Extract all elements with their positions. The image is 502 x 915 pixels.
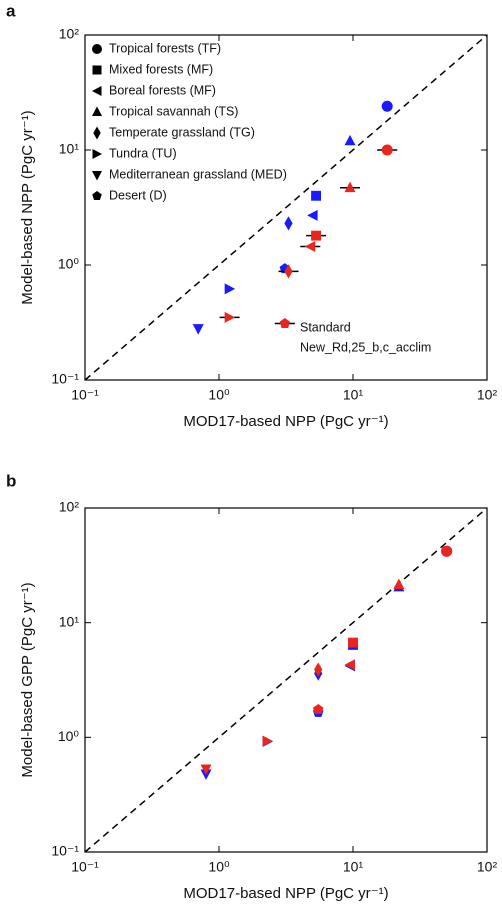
point (278, 264, 299, 279)
legend-marker (93, 126, 101, 140)
point-marker (381, 100, 393, 112)
point (377, 144, 398, 156)
point-marker (307, 209, 318, 221)
point-marker (393, 578, 405, 589)
point (340, 181, 361, 193)
point-marker (224, 283, 236, 295)
y-tick-label: 10⁰ (58, 728, 80, 744)
y-tick-label: 10⁻¹ (51, 371, 79, 387)
point (381, 100, 393, 112)
y-tick-label: 10¹ (59, 613, 80, 629)
y-tick-label: 10⁰ (58, 256, 80, 272)
x-tick-label: 10⁻¹ (71, 859, 99, 875)
legend-label: Tropical savannah (TS) (109, 104, 238, 118)
legend-marker (92, 44, 102, 54)
point-marker (344, 659, 355, 671)
legend-marker (92, 191, 102, 201)
point (441, 545, 453, 557)
point (192, 324, 204, 335)
legend-label: Mediterranean grassland (MED) (109, 167, 287, 181)
point-marker (441, 545, 453, 557)
legend-label: Tropical forests (TF) (109, 41, 221, 55)
point-marker (279, 317, 291, 328)
point (284, 216, 293, 231)
point (300, 240, 321, 252)
point-marker (224, 311, 236, 323)
legend-marker (92, 171, 102, 181)
point-marker (344, 181, 356, 193)
point-marker (262, 735, 273, 747)
y-axis-label: Model-based NPP (PgC yr⁻¹) (19, 110, 36, 304)
point (224, 283, 236, 295)
series-legend-label: New_Rd,25_b,c_acclim (300, 340, 431, 354)
point (348, 637, 358, 648)
x-tick-label: 10¹ (343, 387, 364, 403)
y-tick-label: 10¹ (59, 141, 80, 157)
point (262, 735, 273, 747)
one-to-one-line (84, 34, 488, 381)
point-marker (284, 216, 293, 231)
y-tick-label: 10² (59, 26, 80, 42)
legend-marker (92, 86, 102, 96)
legend-marker (92, 65, 102, 75)
point-marker (304, 240, 316, 252)
point (344, 134, 356, 146)
legend-label: Desert (D) (109, 188, 167, 202)
point (311, 190, 322, 201)
y-axis-label: Model-based GPP (PgC yr⁻¹) (19, 582, 36, 777)
point-marker (312, 703, 324, 714)
y-tick-label: 10² (59, 499, 80, 515)
point-marker (314, 662, 323, 677)
legend-label: Boreal forests (MF) (109, 83, 216, 97)
x-tick-label: 10⁰ (208, 387, 230, 403)
legend-marker (92, 149, 102, 159)
point (200, 764, 212, 775)
legend-marker (92, 106, 102, 116)
point (393, 578, 405, 589)
plot-frame (84, 507, 488, 853)
one-to-one-line (84, 507, 488, 853)
x-tick-label: 10⁰ (208, 859, 230, 875)
legend-label: Temperate grassland (TG) (109, 125, 255, 139)
legend-label: Tundra (TU) (109, 146, 177, 160)
point-marker (311, 230, 322, 241)
point (314, 662, 323, 677)
point-marker (200, 764, 212, 775)
x-tick-label: 10¹ (343, 859, 364, 875)
point (306, 230, 327, 241)
x-tick-label: 10² (477, 859, 498, 875)
x-tick-label: 10² (477, 387, 498, 403)
x-axis-label: MOD17-based NPP (PgC yr⁻¹) (183, 413, 388, 430)
point (312, 703, 324, 714)
point-marker (348, 637, 358, 648)
x-tick-label: 10⁻¹ (71, 387, 99, 403)
point (219, 311, 240, 323)
x-axis-label: MOD17-based NPP (PgC yr⁻¹) (183, 885, 388, 902)
panel-label: a (6, 1, 16, 20)
point-marker (381, 144, 393, 156)
point-marker (284, 264, 293, 279)
point (274, 317, 295, 328)
point-marker (344, 134, 356, 146)
y-tick-label: 10⁻¹ (51, 843, 79, 859)
panel-label: b (6, 471, 16, 490)
legend-label: Mixed forests (MF) (109, 62, 213, 76)
point (307, 209, 318, 221)
plot-frame (84, 34, 488, 381)
point-marker (192, 324, 204, 335)
series-legend-label: Standard (300, 320, 351, 334)
point (344, 659, 355, 671)
point-marker (311, 190, 322, 201)
